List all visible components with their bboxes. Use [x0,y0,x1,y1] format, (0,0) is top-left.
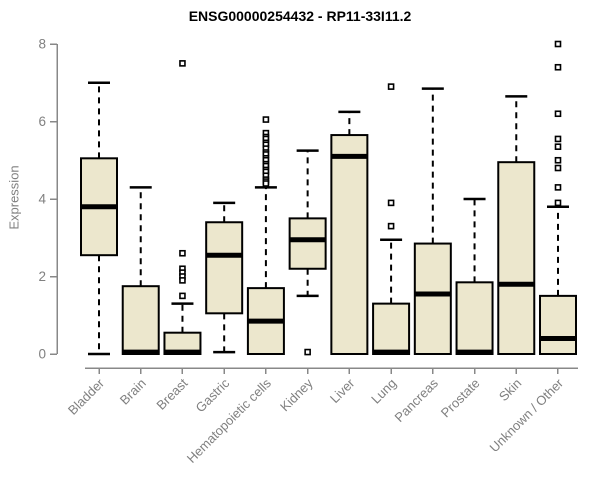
box-bladder [80,81,118,356]
box-rect [121,285,160,355]
outlier-point [387,222,395,230]
outlier-point [179,292,186,300]
box-pancreas [413,87,452,355]
box-rect [455,281,494,355]
y-tick-label: 2 [38,269,46,284]
outlier-point [554,63,562,71]
x-tick-label-brain: Brain [117,376,149,408]
outlier-point [554,135,562,143]
outlier-point [554,143,562,150]
x-tick-label-breast: Breast [153,375,190,412]
box-rect [205,221,244,315]
y-tick-label: 0 [38,347,46,362]
outlier-point [554,199,562,207]
x-tick-label-skin: Skin [496,376,524,404]
box-unknown-other [538,40,577,355]
box-liver [330,110,369,355]
box-gastric [205,201,244,354]
box-hematopoietic-cells [246,116,285,355]
x-tick-label-unknown-other: Unknown / Other [487,375,567,455]
box-prostate [455,197,494,355]
x-tick-label-liver: Liver [327,375,358,406]
y-tick-label: 8 [38,37,46,52]
box-rect [372,302,411,355]
x-tick-label-lung: Lung [368,376,399,407]
box-rect [330,134,369,355]
outlier-point [262,116,270,123]
y-tick-label: 4 [38,192,46,207]
box-brain [121,186,160,355]
box-lung [372,83,411,355]
outlier-point [179,277,186,284]
box-rect [538,294,577,355]
box-rect [288,217,327,270]
x-tick-label-bladder: Bladder [65,375,108,418]
outlier-point [554,40,562,48]
x-tick-label-pancreas: Pancreas [391,375,441,425]
outlier-point [304,348,311,356]
box-kidney [288,149,327,356]
y-tick-label: 6 [38,114,46,129]
box-rect [413,242,452,355]
outlier-point [554,184,562,191]
x-tick-label-kidney: Kidney [277,375,316,414]
outlier-point [387,83,395,90]
outlier-point [179,249,186,257]
outlier-point [387,199,395,207]
box-breast [163,60,202,355]
x-tick-label-gastric: Gastric [193,375,233,415]
outlier-point [554,110,562,118]
outlier-point [554,164,562,172]
outlier-point [554,156,562,164]
box-skin [497,95,536,355]
box-rect [497,161,536,355]
outlier-point [262,180,270,187]
chart-title: ENSG00000254432 - RP11-33I11.2 [188,8,412,24]
outlier-point [179,60,186,67]
x-tick-label-prostate: Prostate [438,376,483,421]
